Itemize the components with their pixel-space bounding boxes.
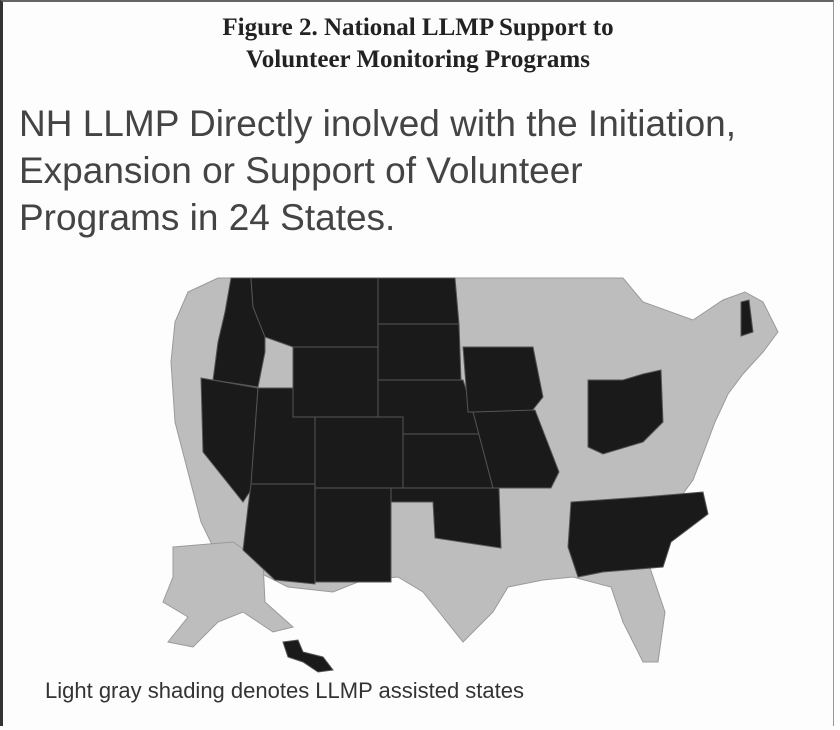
figure-title: Figure 2. National LLMP Support to Volun…: [3, 12, 833, 76]
south-dakota: [377, 323, 462, 381]
southeast-states: [567, 491, 709, 578]
headline-line: Expansion or Support of Volunteer: [19, 150, 583, 191]
headline: NH LLMP Directly inolved with the Initia…: [19, 100, 819, 241]
indiana-ohio: [587, 369, 664, 455]
map-caption: Light gray shading denotes LLMP assisted…: [45, 678, 525, 703]
new-mexico: [314, 487, 392, 583]
kansas: [402, 433, 494, 489]
new-hampshire: [740, 299, 754, 337]
north-dakota: [377, 277, 460, 325]
nevada: [200, 377, 259, 503]
iowa: [462, 346, 544, 413]
title-line: Volunteer Monitoring Programs: [246, 46, 590, 73]
montana: [250, 277, 379, 348]
missouri: [472, 409, 560, 489]
hawaii: [282, 639, 334, 673]
arizona: [242, 483, 316, 585]
wyoming: [292, 346, 379, 418]
colorado: [314, 416, 404, 489]
headline-line: NH LLMP Directly inolved with the Initia…: [19, 103, 737, 144]
title-line: Figure 2. National LLMP Support to: [222, 14, 614, 41]
headline-line: Programs in 24 States.: [19, 197, 396, 238]
us-map: [162, 277, 779, 673]
